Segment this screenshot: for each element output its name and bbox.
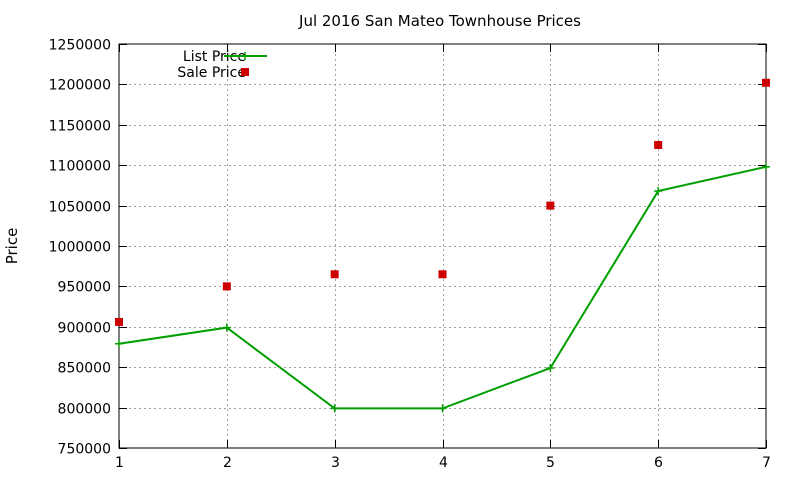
list-price-line	[118, 165, 767, 410]
x-tick-label: 6	[654, 455, 663, 471]
y-tick-label: 900000	[58, 321, 111, 337]
grid	[119, 44, 766, 448]
x-tick-label: 4	[439, 455, 448, 471]
y-axis-label: Price	[3, 228, 21, 265]
x-tick-label: 1	[115, 455, 124, 471]
series-list-price	[115, 162, 770, 413]
list-price-point	[115, 339, 123, 348]
sale-price-point	[546, 201, 555, 210]
y-tick-label: 1250000	[49, 38, 111, 54]
legend-plus-swatch	[241, 52, 249, 60]
y-tick-label: 1100000	[49, 159, 111, 175]
y-tick-label: 1200000	[49, 78, 111, 94]
y-tick-label: 1050000	[49, 200, 111, 216]
y-tick-label: 750000	[58, 442, 111, 458]
y-tick-label: 1150000	[49, 119, 111, 135]
list-price-point	[330, 404, 339, 413]
x-tick-label: 5	[546, 455, 555, 471]
y-tick-label: 950000	[58, 280, 111, 296]
x-axis-ticks: 1 2 3 4 5 6 7	[115, 44, 771, 471]
legend-label: List Price	[183, 49, 246, 65]
plot-frame	[118, 43, 767, 449]
legend-label: Sale Price	[177, 65, 246, 81]
sale-price-point	[762, 78, 770, 87]
list-price-point	[222, 323, 231, 332]
x-tick-label: 3	[331, 455, 340, 471]
sale-price-point	[330, 270, 339, 279]
chart-title: Jul 2016 San Mateo Townhouse Prices	[298, 12, 581, 30]
x-tick-label: 2	[223, 455, 232, 471]
y-tick-label: 1000000	[49, 240, 111, 256]
sale-price-point	[115, 317, 123, 326]
y-tick-label: 800000	[58, 402, 111, 418]
y-tick-label: 850000	[58, 361, 111, 377]
list-price-point	[438, 404, 447, 413]
sale-price-point	[222, 282, 231, 291]
legend-square-swatch	[241, 68, 249, 76]
series-sale-price	[115, 78, 770, 326]
sale-price-point	[654, 141, 663, 149]
y-axis-ticks: 750000 800000 850000 900000 950000 1000000 105…	[49, 38, 766, 458]
list-price-point	[654, 187, 663, 196]
list-price-point	[762, 162, 770, 171]
list-price-point	[546, 364, 555, 373]
x-tick-label: 7	[762, 455, 771, 471]
sale-price-point	[438, 270, 447, 279]
series	[115, 78, 770, 413]
